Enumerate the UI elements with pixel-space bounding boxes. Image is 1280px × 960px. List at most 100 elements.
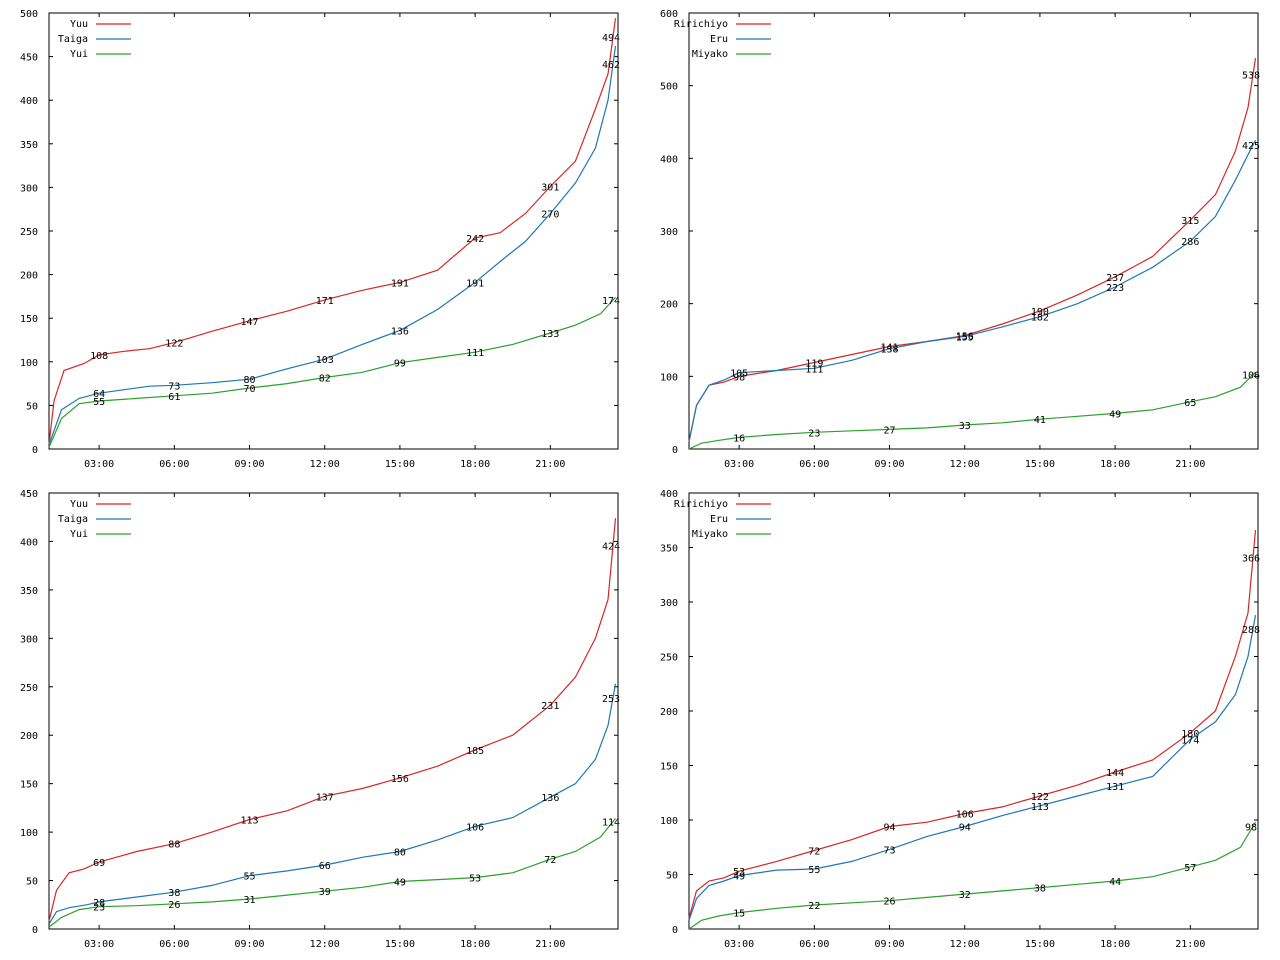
data-label: 301 bbox=[541, 183, 559, 194]
data-label: 223 bbox=[1106, 283, 1124, 294]
data-label: 15 bbox=[733, 909, 745, 920]
data-label: 55 bbox=[93, 397, 105, 408]
data-label: 26 bbox=[168, 900, 180, 911]
data-label: 180 bbox=[1181, 729, 1199, 740]
x-tick-label: 06:00 bbox=[159, 459, 189, 470]
x-tick-label: 21:00 bbox=[1175, 459, 1205, 470]
data-label: 105 bbox=[730, 369, 748, 380]
data-label: 191 bbox=[391, 278, 409, 289]
y-tick-label: 450 bbox=[20, 53, 38, 64]
x-tick-label: 18:00 bbox=[460, 939, 490, 950]
y-tick-label: 350 bbox=[660, 544, 678, 555]
data-label: 462 bbox=[602, 60, 620, 71]
data-label: 106 bbox=[1242, 371, 1260, 382]
y-tick-label: 0 bbox=[672, 445, 678, 456]
data-label: 182 bbox=[1031, 313, 1049, 324]
data-label: 114 bbox=[602, 818, 620, 829]
data-label: 65 bbox=[1184, 398, 1196, 409]
data-label: 111 bbox=[466, 348, 484, 359]
data-label: 113 bbox=[1031, 802, 1049, 813]
legend-label: Yuu bbox=[70, 19, 88, 30]
data-label: 72 bbox=[544, 855, 556, 866]
y-tick-label: 400 bbox=[660, 489, 678, 500]
data-label: 38 bbox=[168, 888, 180, 899]
data-label: 144 bbox=[1106, 768, 1124, 779]
y-tick-label: 300 bbox=[20, 634, 38, 645]
data-label: 55 bbox=[808, 865, 820, 876]
x-tick-label: 09:00 bbox=[874, 459, 904, 470]
data-label: 538 bbox=[1242, 71, 1260, 82]
data-label: 113 bbox=[240, 816, 258, 827]
y-tick-label: 100 bbox=[20, 828, 38, 839]
y-tick-label: 100 bbox=[20, 358, 38, 369]
data-label: 49 bbox=[733, 872, 745, 883]
data-label: 108 bbox=[90, 351, 108, 362]
y-tick-label: 200 bbox=[660, 707, 678, 718]
y-tick-label: 500 bbox=[660, 82, 678, 93]
data-label: 64 bbox=[93, 389, 105, 400]
data-label: 82 bbox=[319, 373, 331, 384]
data-label: 38 bbox=[1034, 884, 1046, 895]
plot-frame bbox=[48, 492, 619, 930]
y-tick-label: 200 bbox=[20, 271, 38, 282]
chart-panel-2: 0 100 200 300 400 500 600 03:00 06:00 09:00 12:00 1… bbox=[660, 9, 1260, 470]
series-line-yui bbox=[48, 296, 616, 448]
legend-label: Ririchiyo bbox=[674, 499, 728, 510]
x-tick-label: 12:00 bbox=[310, 939, 340, 950]
x-tick-label: 21:00 bbox=[535, 459, 565, 470]
chart-panel-3: 0 50 100 150 200 250 300 350 400 450 03:00 06:00 09:… bbox=[20, 489, 620, 950]
data-label: 73 bbox=[168, 381, 180, 392]
data-label: 53 bbox=[469, 874, 481, 885]
data-label: 69 bbox=[93, 858, 105, 869]
chart-panel-1: 0 50 100 150 200 250 300 350 400 450 500 03:00 06:00… bbox=[20, 9, 620, 470]
y-tick-label: 450 bbox=[20, 489, 38, 500]
data-label: 73 bbox=[884, 845, 896, 856]
data-label: 122 bbox=[1031, 792, 1049, 803]
data-label: 137 bbox=[316, 792, 334, 803]
series-line-miyako bbox=[688, 371, 1256, 450]
y-tick-label: 200 bbox=[20, 731, 38, 742]
series-line-taiga bbox=[48, 683, 617, 925]
x-tick-label: 03:00 bbox=[724, 459, 754, 470]
data-label: 98 bbox=[733, 372, 745, 383]
data-label: 22 bbox=[808, 901, 820, 912]
data-label: 44 bbox=[1109, 877, 1121, 888]
legend-label: Taiga bbox=[58, 514, 88, 525]
data-label: 171 bbox=[316, 296, 334, 307]
series-line-ririchiyo bbox=[688, 58, 1257, 442]
data-label: 136 bbox=[541, 793, 559, 804]
x-tick-label: 15:00 bbox=[1025, 939, 1055, 950]
data-label: 31 bbox=[244, 895, 256, 906]
data-label: 55 bbox=[244, 872, 256, 883]
x-tick-label: 15:00 bbox=[385, 459, 415, 470]
y-tick-label: 400 bbox=[660, 154, 678, 165]
y-tick-label: 150 bbox=[20, 314, 38, 325]
x-tick-label: 06:00 bbox=[799, 939, 829, 950]
x-tick-label: 12:00 bbox=[950, 459, 980, 470]
series-line-eru bbox=[688, 614, 1257, 921]
y-tick-label: 50 bbox=[26, 401, 38, 412]
data-label: 72 bbox=[808, 847, 820, 858]
data-label: 253 bbox=[602, 694, 620, 705]
x-tick-label: 12:00 bbox=[310, 459, 340, 470]
y-tick-label: 200 bbox=[660, 300, 678, 311]
data-label: 57 bbox=[1184, 863, 1196, 874]
x-tick-label: 06:00 bbox=[159, 939, 189, 950]
data-label: 424 bbox=[602, 541, 620, 552]
data-label: 141 bbox=[880, 343, 898, 354]
y-tick-label: 300 bbox=[20, 183, 38, 194]
legend-label: Yui bbox=[70, 529, 88, 540]
data-label: 185 bbox=[466, 746, 484, 757]
series-line-yuu bbox=[48, 518, 617, 922]
legend-label: Miyako bbox=[692, 529, 728, 540]
data-label: 155 bbox=[956, 332, 974, 343]
legend-label: Yui bbox=[70, 49, 88, 60]
data-label: 494 bbox=[602, 33, 620, 44]
legend-label: Miyako bbox=[692, 49, 728, 60]
data-label: 80 bbox=[394, 847, 406, 858]
data-label: 80 bbox=[244, 375, 256, 386]
x-tick-label: 21:00 bbox=[1175, 939, 1205, 950]
y-tick-label: 300 bbox=[660, 598, 678, 609]
legend-label: Taiga bbox=[58, 34, 88, 45]
